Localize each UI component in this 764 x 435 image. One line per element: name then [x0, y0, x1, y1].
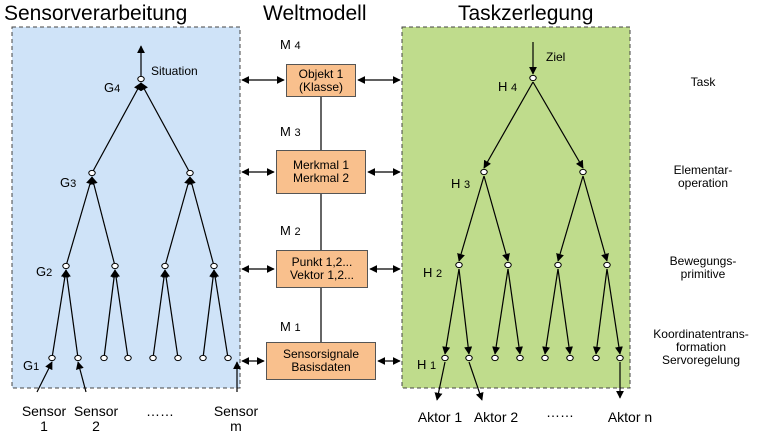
edge-aktor-2: [468, 361, 484, 401]
node-g1-1: [74, 354, 82, 362]
sensor-ellipsis: ……: [146, 403, 174, 419]
node-h2-2: [554, 261, 562, 269]
edge-h2-h1-0: [442, 268, 460, 355]
node-h2-1: [504, 261, 512, 269]
side-label-task: Task: [690, 75, 716, 89]
edge-g3-g4-0: [91, 82, 142, 174]
edge-sensor-1: [36, 361, 53, 393]
edge-h3-h2-3: [582, 175, 609, 262]
edge-h2-h1-7: [606, 268, 623, 355]
edge-h3-h2-1: [483, 175, 510, 262]
edge-h2-h1-1: [458, 268, 473, 355]
aktor-ellipsis: ……: [546, 404, 574, 420]
node-h1-6: [592, 354, 600, 362]
edge-h2-h1-6: [592, 268, 608, 355]
node-h2-3: [603, 261, 611, 269]
sensor-m-label: Sensor m: [213, 403, 259, 434]
level-m4-label: M 4: [280, 37, 301, 53]
level-g1-label: G1: [23, 358, 40, 374]
edge-h2-h1-4: [542, 268, 559, 355]
level-h2-label: H 2: [423, 265, 443, 281]
node-h1-7: [616, 354, 624, 362]
aktor-n-label: Aktor n: [607, 409, 653, 425]
node-h1-4: [541, 354, 549, 362]
edge-g2-g3-0: [65, 176, 94, 267]
level-m2-label: M 2: [280, 223, 301, 239]
aktor-1-label: Aktor 1: [417, 409, 463, 425]
level-m3-label: M 3: [280, 124, 301, 140]
node-h4: [529, 74, 537, 82]
sensor-panel: [11, 26, 241, 389]
edge-sensor-2: [75, 361, 87, 393]
node-g1-0: [48, 354, 56, 362]
ziel-label: Ziel: [546, 50, 566, 64]
node-h1-0: [441, 354, 449, 362]
level-g3-label: G3: [60, 175, 77, 191]
node-h1-5: [566, 354, 574, 362]
edge-h3-h2-0: [457, 175, 485, 262]
node-h1-1: [465, 354, 473, 362]
edge-g1-g2-5: [162, 269, 179, 359]
edge-g1-g2-6: [202, 269, 218, 359]
edge-h4-h3-0: [483, 81, 534, 169]
level-h1-label: H 1: [417, 357, 437, 373]
edge-g2-g3-1: [89, 176, 116, 267]
world-model-box-objekt: Objekt 1 (Klasse): [286, 64, 356, 97]
level-g4-label: G4: [104, 80, 121, 96]
edge-h2-h1-5: [557, 268, 573, 355]
node-g2-0: [62, 262, 70, 270]
node-h1-3: [516, 354, 524, 362]
header-taskzerlegung: Taskzerlegung: [458, 2, 594, 25]
node-g1-7: [224, 354, 232, 362]
world-model-box-sensorsignale: Sensorsignale Basisdaten: [266, 342, 376, 380]
node-g1-2: [100, 354, 108, 362]
world-model-box-punkt: Punkt 1,2... Vektor 1,2...: [276, 250, 368, 288]
edge-h3-h2-2: [556, 175, 584, 262]
aktor-2-label: Aktor 2: [473, 409, 519, 425]
edge-g1-g2-3: [112, 269, 129, 359]
node-h3-0: [480, 168, 488, 176]
header-weltmodell: Weltmodell: [263, 2, 367, 25]
side-label-elementaroperation: Elementar-operation: [673, 163, 733, 190]
level-h4-label: H 4: [498, 79, 518, 95]
node-g4: [137, 75, 145, 83]
edge-h4-h3-1: [532, 81, 584, 169]
sensor-1-label: Sensor 1: [21, 403, 67, 434]
node-g1-3: [124, 354, 132, 362]
node-g3-1: [186, 169, 194, 177]
edge-h2-h1-2: [492, 268, 509, 355]
edge-g1-g2-0: [51, 269, 69, 359]
edge-g2-g3-3: [188, 176, 215, 267]
node-g2-1: [111, 262, 119, 270]
node-g2-3: [210, 262, 218, 270]
node-h1-2: [491, 354, 499, 362]
node-h2-0: [455, 261, 463, 269]
edge-g1-g2-4: [152, 269, 168, 359]
edge-aktor-1: [434, 361, 446, 401]
node-h3-1: [579, 168, 587, 176]
edge-h2-h1-3: [507, 268, 523, 355]
world-model-box-merkmal: Merkmal 1 Merkmal 2: [276, 150, 366, 194]
level-g2-label: G2: [36, 264, 53, 280]
level-h3-label: H 3: [451, 176, 471, 192]
node-g1-6: [199, 354, 207, 362]
side-label-bewegungsprimitive: Bewegungs-primitive: [669, 254, 737, 281]
edge-g1-g2-1: [63, 269, 79, 359]
sensor-2-label: Sensor 2: [73, 403, 119, 434]
side-label-koordinatentransformation: Koordinatentrans-formation Servoregelung: [653, 327, 749, 367]
edge-g1-g2-7: [211, 269, 229, 359]
node-g3-0: [88, 169, 96, 177]
node-g1-5: [174, 354, 182, 362]
node-g2-2: [161, 262, 169, 270]
level-m1-label: M 1: [280, 319, 301, 335]
edge-g3-g4-1: [140, 82, 191, 174]
header-sensorverarbeitung: Sensorverarbeitung: [4, 2, 188, 25]
node-g1-4: [149, 354, 157, 362]
edge-g2-g3-2: [164, 176, 192, 267]
edge-g1-g2-2: [103, 269, 119, 359]
situation-label: Situation: [151, 64, 198, 78]
